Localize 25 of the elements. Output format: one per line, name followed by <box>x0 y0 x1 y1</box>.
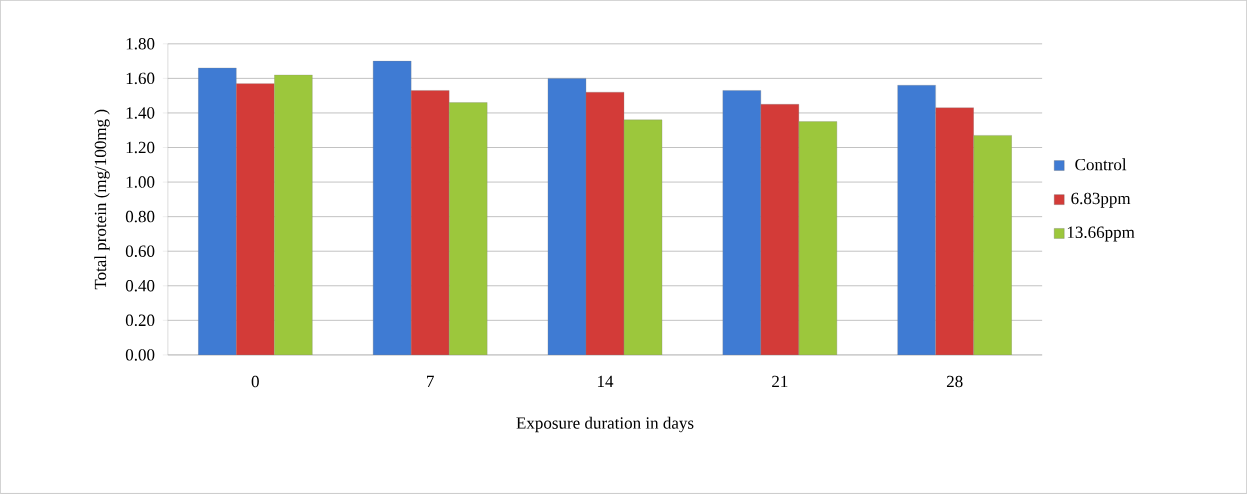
y-tick-label: 0.40 <box>125 280 155 292</box>
x-tick-label: 28 <box>946 375 963 388</box>
y-tick-label: 1.00 <box>126 176 155 188</box>
y-tick-label: 0.80 <box>125 210 155 223</box>
legend-label: Control <box>1075 158 1127 171</box>
legend-label: 6.83ppm <box>1071 192 1131 208</box>
bar <box>722 90 761 356</box>
bar <box>547 78 587 356</box>
y-axis-title: Total protein (mg/100mg ) <box>94 109 110 290</box>
y-tick-label: 1.40 <box>126 107 155 119</box>
x-tick-label: 0 <box>251 375 259 388</box>
x-tick-label: 14 <box>597 375 614 388</box>
y-tick-label: 0.20 <box>125 314 155 327</box>
legend-label: 13.66ppm <box>1067 226 1135 242</box>
x-tick-label: 7 <box>427 375 434 388</box>
bar <box>372 61 412 356</box>
x-axis-title: Exposure duration in days <box>516 416 694 433</box>
x-tick-label: 21 <box>772 375 788 388</box>
y-tick-label: 0.60 <box>125 245 155 258</box>
y-tick-label: 1.80 <box>126 38 155 50</box>
y-tick-label: 1.20 <box>126 141 155 154</box>
bar <box>198 67 237 356</box>
y-tick-label: 1.60 <box>126 72 155 85</box>
y-tick-label: 0.00 <box>125 349 155 361</box>
bar <box>897 85 936 356</box>
